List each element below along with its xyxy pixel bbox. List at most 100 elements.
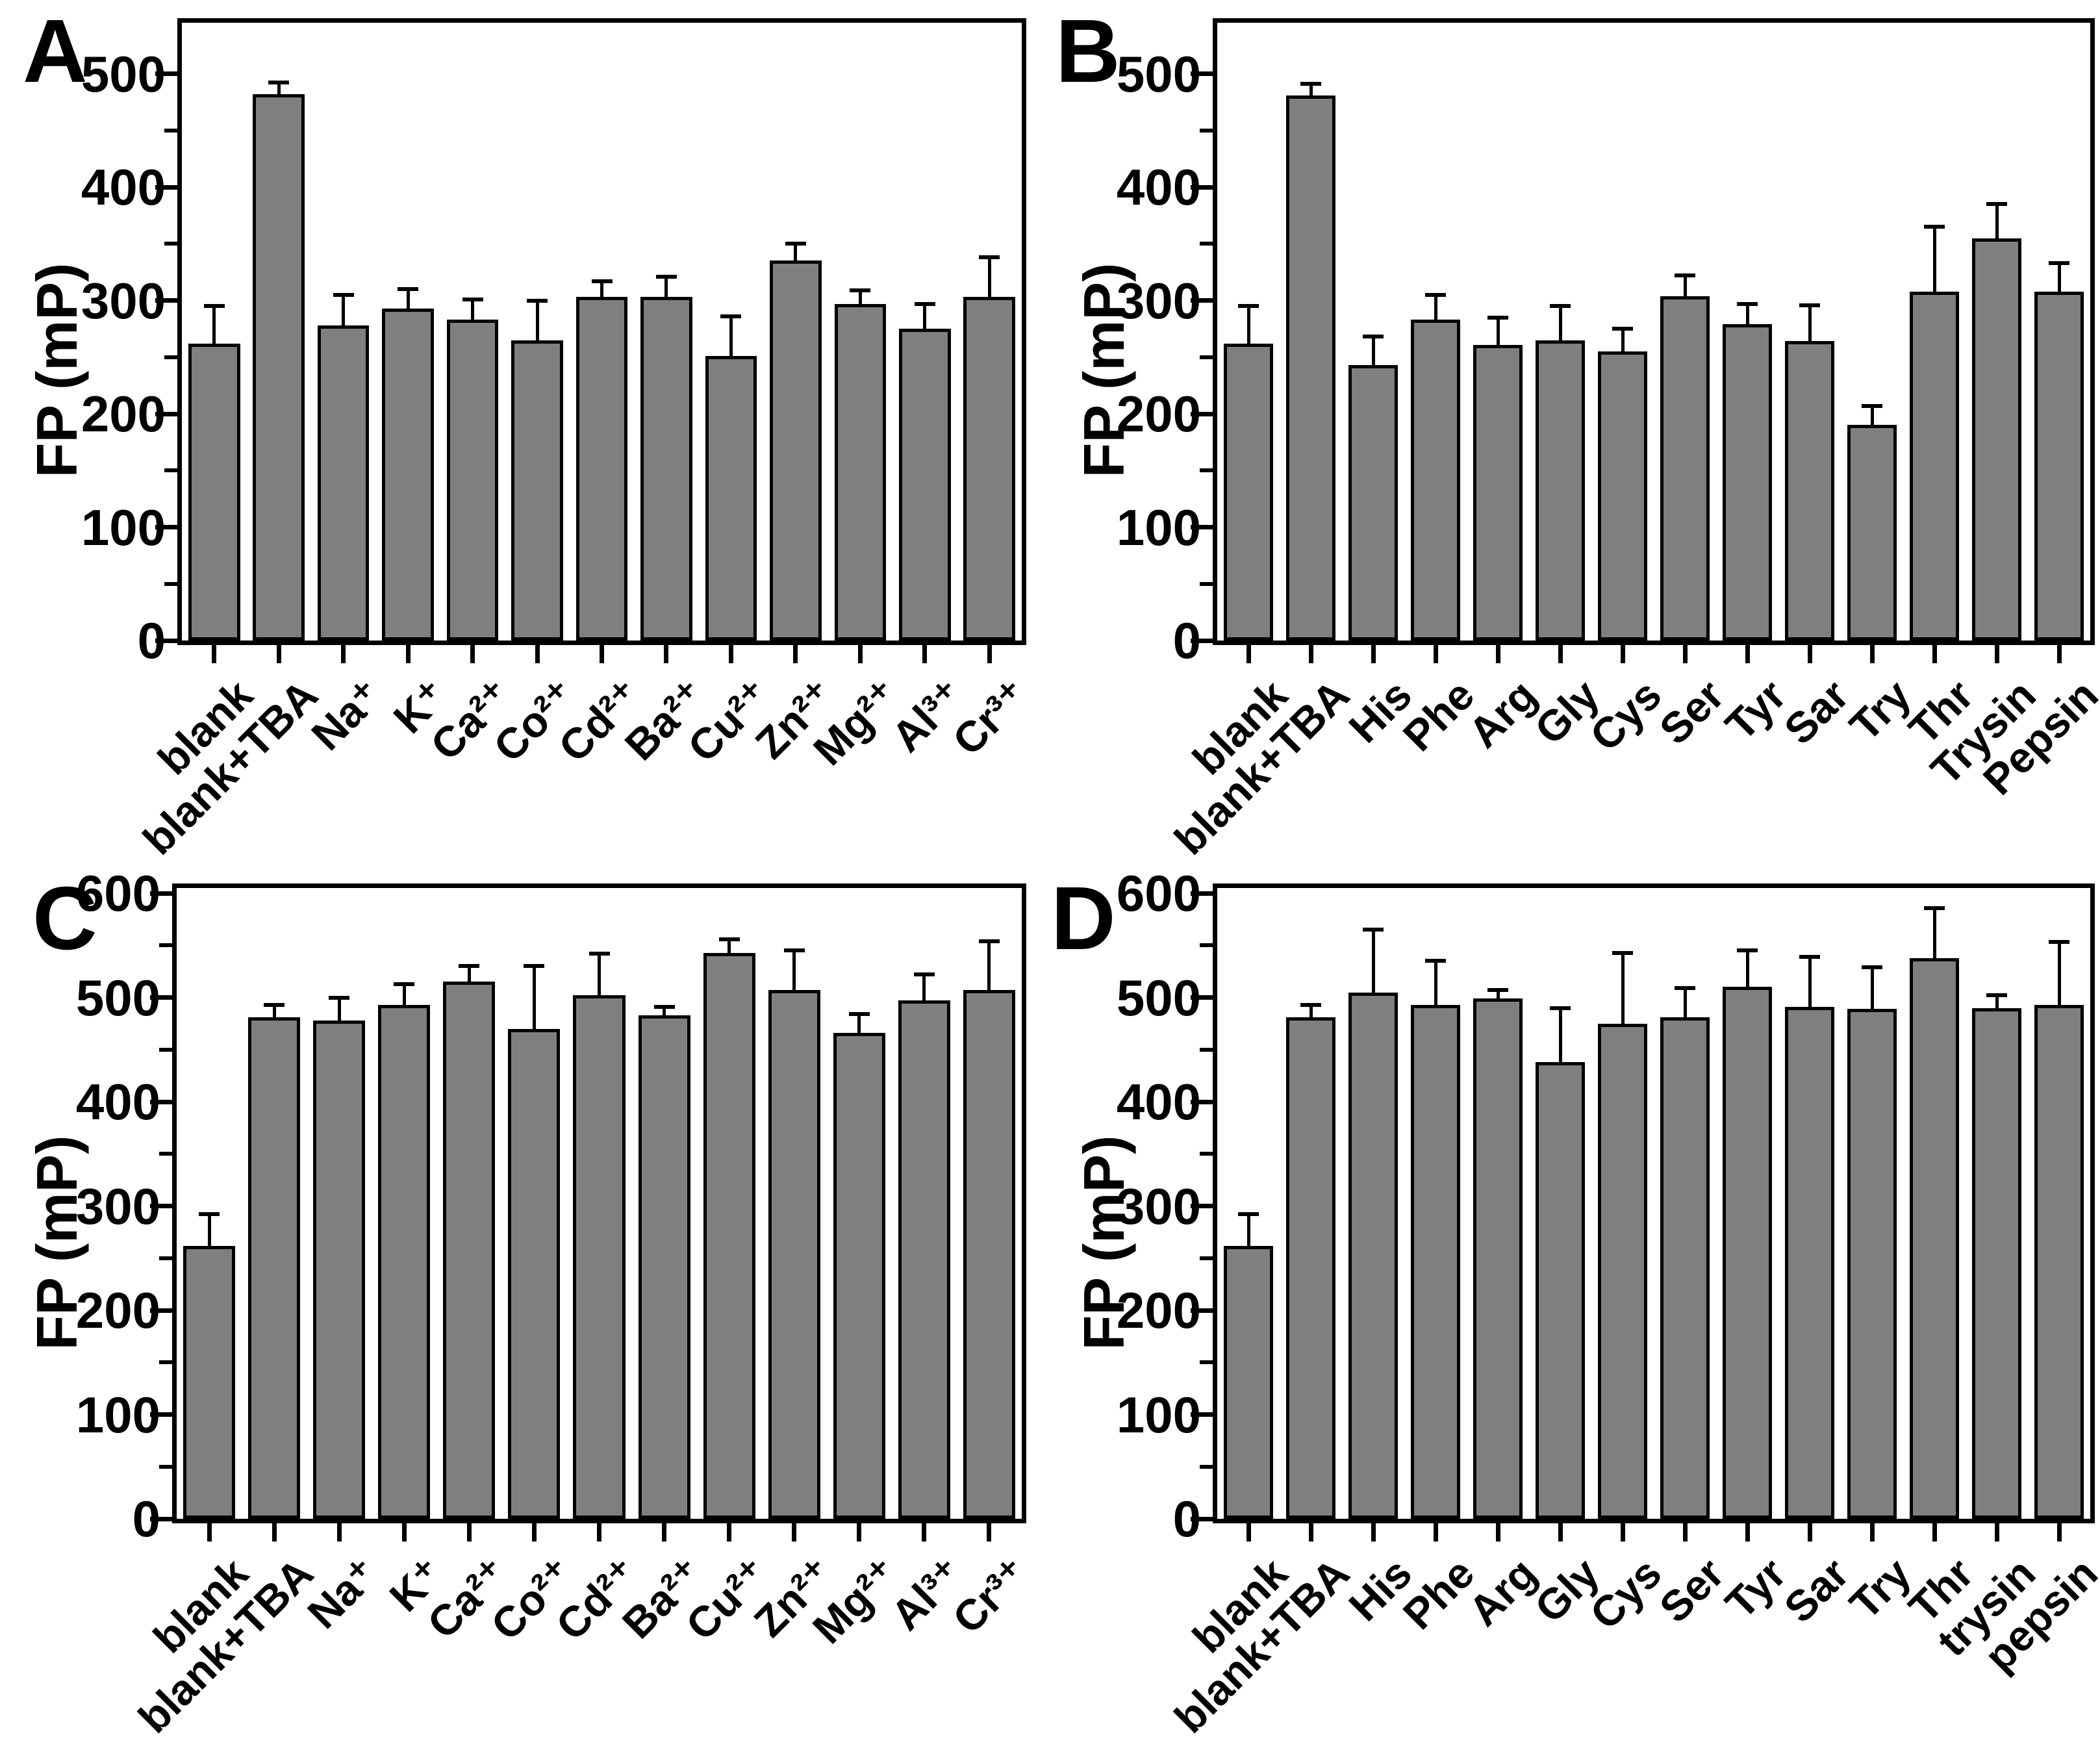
error-bar-cap [1799, 303, 1820, 307]
x-tick [1246, 1523, 1251, 1542]
x-tick [1308, 1523, 1313, 1542]
bar [1410, 320, 1461, 641]
x-category-label: Na⁺ [298, 1549, 387, 1638]
bar [640, 297, 692, 641]
error-bar-line [792, 950, 796, 992]
y-major-tick [150, 1099, 172, 1104]
error-bar-cap [1300, 1002, 1321, 1007]
y-major-tick [1191, 1099, 1213, 1104]
bar [188, 343, 240, 641]
error-bar-cap [1924, 906, 1945, 910]
error-bar-cap [1425, 292, 1446, 297]
x-tick [470, 645, 475, 663]
y-major-tick [1191, 1516, 1213, 1521]
bar [1909, 291, 1960, 641]
error-bar-line [471, 299, 475, 322]
error-bar-cap [1487, 988, 1508, 993]
bar [183, 1245, 236, 1519]
x-tick [535, 645, 540, 663]
bar [1223, 1245, 1274, 1519]
bar [963, 990, 1015, 1519]
x-tick [1932, 1523, 1937, 1542]
bar [317, 325, 370, 641]
x-tick [1371, 1523, 1376, 1542]
panel-a-letter: A [23, 1, 88, 101]
error-bar-cap [1986, 993, 2007, 998]
y-major-tick [1191, 1308, 1213, 1313]
error-bar-cap [264, 1002, 285, 1007]
x-tick [1682, 1523, 1688, 1542]
y-minor-tick [1200, 1464, 1213, 1469]
y-minor-tick [1200, 468, 1213, 473]
error-bar-cap [394, 982, 415, 986]
x-tick [207, 1523, 212, 1542]
bar [253, 94, 305, 641]
bar [705, 356, 757, 641]
x-tick [1745, 1523, 1750, 1542]
bar [1971, 238, 2022, 641]
y-minor-tick [1200, 1256, 1213, 1260]
error-bar-line [1621, 952, 1625, 1025]
error-bar-cap [527, 298, 548, 303]
error-bar-cap [1238, 1212, 1259, 1217]
y-major-tick [1191, 995, 1213, 1000]
x-tick [1869, 1523, 1875, 1542]
x-tick [1932, 645, 1937, 663]
x-tick [922, 645, 928, 663]
error-bar-line [337, 997, 341, 1022]
error-bar-line [857, 1014, 861, 1035]
bar [443, 982, 496, 1519]
error-bar-line [1808, 956, 1812, 1008]
error-bar-cap [1862, 403, 1882, 408]
y-minor-tick [1200, 1047, 1213, 1052]
x-tick [1558, 645, 1563, 663]
y-tick-label: 600 [75, 865, 160, 922]
x-tick [1994, 645, 1999, 663]
y-tick-label: 400 [81, 159, 166, 216]
error-bar-cap [785, 242, 806, 246]
x-tick [1308, 645, 1313, 663]
bar [1223, 343, 1274, 641]
error-bar-line [535, 300, 539, 342]
error-bar-line [207, 1214, 211, 1247]
error-bar-cap [1799, 954, 1820, 959]
x-tick [1558, 1523, 1563, 1542]
bar [963, 297, 1016, 641]
bar [1722, 987, 1773, 1519]
x-tick [1246, 645, 1251, 663]
error-bar-cap [1363, 928, 1384, 932]
error-bar-cap [1737, 301, 1758, 306]
y-tick-label: 200 [81, 385, 166, 442]
error-bar-line [1558, 306, 1562, 342]
x-tick [336, 1523, 342, 1542]
x-tick [1433, 645, 1438, 663]
bar [1971, 1008, 2022, 1519]
x-tick [276, 645, 281, 663]
error-bar-line [1246, 1214, 1250, 1247]
bar [1784, 1006, 1835, 1519]
bar [1410, 1004, 1461, 1519]
x-tick [1371, 645, 1376, 663]
error-bar-cap [913, 972, 935, 977]
y-minor-tick [159, 1152, 172, 1156]
panel-b-plot-area [1191, 18, 2095, 663]
error-bar-line [1683, 988, 1687, 1019]
bar [1909, 958, 1960, 1519]
y-tick-label: 400 [1116, 159, 1201, 216]
x-tick [1807, 1523, 1812, 1542]
bar [833, 1033, 885, 1519]
y-minor-tick [164, 128, 177, 133]
y-major-tick [155, 638, 177, 643]
bar [248, 1017, 301, 1519]
x-tick [987, 645, 992, 663]
x-tick [1807, 645, 1812, 663]
bar [1348, 364, 1398, 641]
y-major-tick [1191, 184, 1213, 190]
y-tick-label: 200 [1116, 385, 1201, 442]
x-tick [1620, 645, 1625, 663]
x-tick [466, 1523, 472, 1542]
error-bar-line [664, 276, 668, 299]
error-bar-line [1309, 1004, 1313, 1019]
error-bar-line [1246, 306, 1250, 345]
